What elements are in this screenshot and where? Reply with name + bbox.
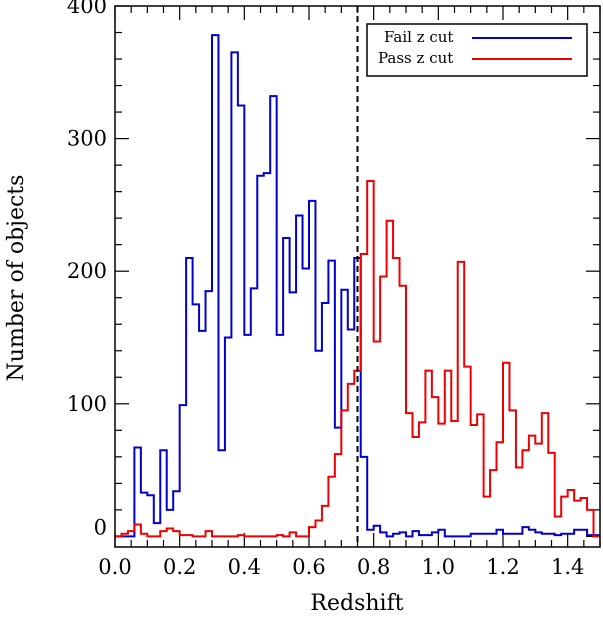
x-tick-label: 1.2 <box>486 555 519 579</box>
x-axis-label: Redshift <box>310 591 403 616</box>
histogram-bin <box>167 510 173 537</box>
y-tick-label: 100 <box>67 392 107 416</box>
x-tick-label: 1.4 <box>551 555 584 579</box>
histogram-bin <box>535 444 541 537</box>
histogram-bin <box>290 292 296 536</box>
y-tick-label: 400 <box>67 0 107 18</box>
histogram-bin <box>218 450 224 536</box>
y-tick-label: 300 <box>67 127 107 151</box>
y-tick-label: 200 <box>67 259 107 283</box>
x-tick-label: 0.0 <box>98 555 131 579</box>
histogram-bin <box>393 258 399 536</box>
legend: Fail z cut Pass z cut <box>366 23 588 77</box>
plot-frame <box>114 5 601 548</box>
histogram-bin <box>199 331 205 537</box>
histogram-bin <box>348 330 354 537</box>
histogram-bin <box>277 335 283 537</box>
histogram-bin <box>264 173 270 536</box>
legend-label-pass: Pass z cut <box>378 49 453 67</box>
histogram-bin <box>471 425 477 536</box>
x-tick-label: 1.0 <box>422 555 455 579</box>
histogram-bin <box>374 341 380 536</box>
histogram-bin <box>412 437 418 536</box>
x-tick-label: 0.2 <box>163 555 196 579</box>
histogram-bin <box>193 304 199 536</box>
legend-box <box>366 23 588 77</box>
legend-label-fail: Fail z cut <box>384 28 453 46</box>
histogram-bin <box>419 422 425 536</box>
histogram-bin <box>303 269 309 537</box>
histogram-bin <box>451 421 457 536</box>
y-tick-label: 0 <box>94 515 107 539</box>
histogram-bin <box>516 467 522 536</box>
histogram-bin <box>244 335 250 537</box>
series-pass-z-cut <box>115 180 600 538</box>
histogram-bin <box>484 497 490 537</box>
x-tick-label: 0.8 <box>357 555 390 579</box>
y-axis-label: Number of objects <box>4 175 29 382</box>
x-tick-label: 0.6 <box>292 555 325 579</box>
histogram-outline <box>115 180 600 538</box>
histogram-bin <box>438 424 444 537</box>
x-tick-label: 0.4 <box>228 555 261 579</box>
